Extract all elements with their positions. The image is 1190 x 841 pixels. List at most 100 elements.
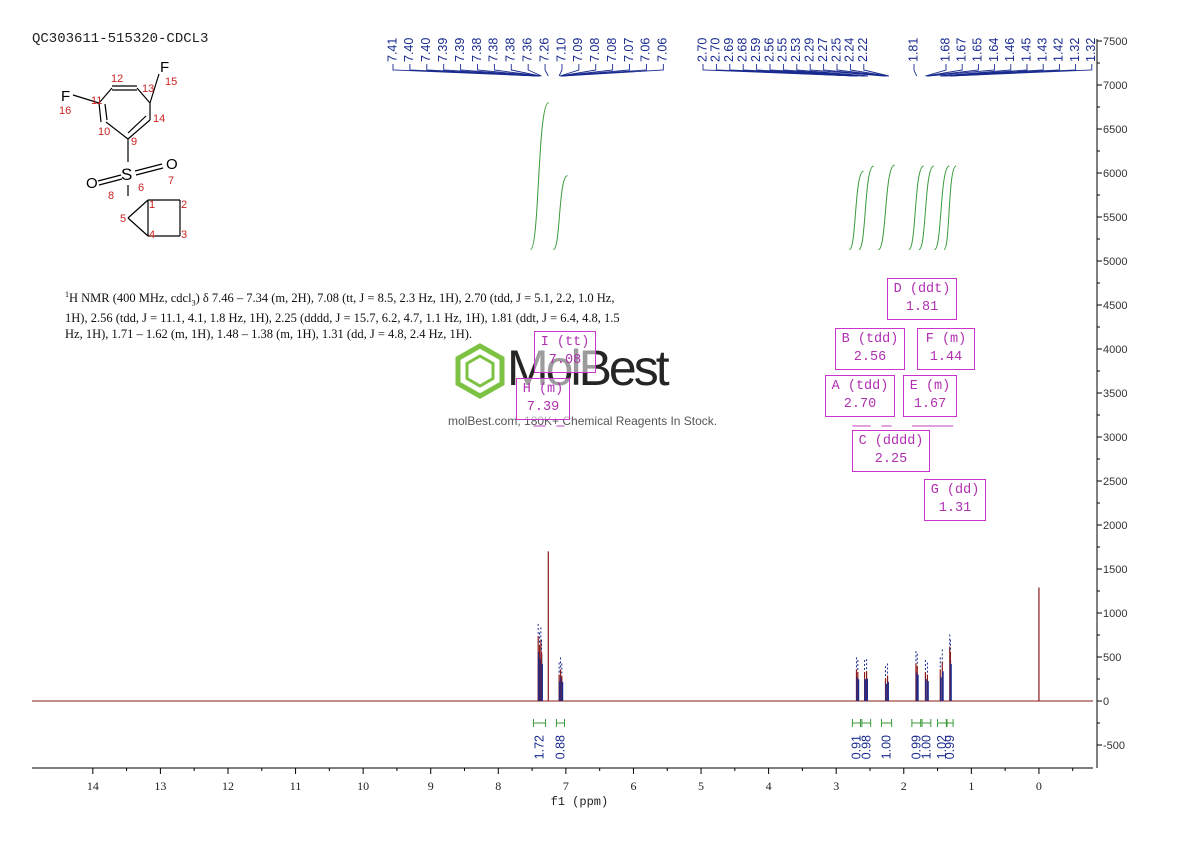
atom-number-11: 11 xyxy=(91,95,102,107)
integral-curve xyxy=(529,102,550,251)
peak-label-connector xyxy=(926,64,963,77)
multiplet-shift: 1.31 xyxy=(938,501,972,516)
sample-id-label: QC303611-515320-CDCL3 xyxy=(32,31,209,47)
integral-curve xyxy=(552,175,568,251)
multiplet-shift: 2.56 xyxy=(853,350,887,365)
atom-number-15: 15 xyxy=(165,76,177,88)
molecule-structure: F 15 F 16 S 6 O 7 O 8 1 2 3 4 5 9 10 11 … xyxy=(59,59,187,241)
atom-number-7: 7 xyxy=(168,175,174,187)
y-tick-label: 1000 xyxy=(1103,608,1127,620)
atom-oxygen-7: O xyxy=(166,156,178,173)
x-tick-label: 6 xyxy=(630,779,636,793)
y-tick-label: 6500 xyxy=(1103,124,1127,136)
integral-value-label: 1.72 xyxy=(533,735,547,759)
nmr-description-part1: H NMR (400 MHz, cdcl xyxy=(69,291,192,306)
peak-shift-label: 1.46 xyxy=(1003,38,1017,62)
hexagon-logo-icon xyxy=(455,343,505,399)
peak-label-connector xyxy=(836,64,887,77)
x-tick-label: 1 xyxy=(968,779,974,793)
multiplet-shift: 1.67 xyxy=(913,397,947,412)
y-tick-label: 3000 xyxy=(1103,432,1127,444)
peak-shift-label: 7.06 xyxy=(656,38,670,62)
peak-label-connector xyxy=(527,64,542,77)
multiplet-shift: 1.81 xyxy=(905,300,939,315)
multiplet-type: m xyxy=(934,379,943,394)
atom-number-5: 5 xyxy=(120,213,126,225)
multiplet-type: dd xyxy=(955,483,972,498)
peak-shift-label: 1.32 xyxy=(1068,38,1082,62)
y-tick-label: 500 xyxy=(1103,652,1121,664)
peak-shift-label: 1.81 xyxy=(906,38,920,62)
multiplet-shift: 7.08 xyxy=(548,353,582,368)
integral-curve xyxy=(918,165,935,251)
atom-fluorine-16: F xyxy=(61,88,70,105)
integral-curve xyxy=(878,164,896,251)
peak-shift-label: 2.68 xyxy=(735,38,749,62)
multiplet-letter: I xyxy=(540,335,549,350)
multiplet-letter: G xyxy=(930,483,939,498)
integral-curve xyxy=(943,165,957,251)
peak-shift-label: 2.69 xyxy=(722,38,736,62)
peak-shift-label: 7.07 xyxy=(622,38,636,62)
y-tick-label: 6000 xyxy=(1103,168,1127,180)
multiplet-box-H: H (m) 7.39 xyxy=(516,378,570,420)
x-axis-label: f1 (ppm) xyxy=(551,795,609,809)
peak-label-connector xyxy=(560,64,614,77)
peak-label-connector xyxy=(560,64,597,77)
peak-label-connector xyxy=(742,64,858,77)
multiplet-type: ddt xyxy=(917,282,943,297)
multiplet-type: dddd xyxy=(882,434,916,449)
peak-shift-label: 2.55 xyxy=(776,38,790,62)
plot-area: 14 13 12 11 10 9 8 7 6 5 4 3 2 1 0f1 (ppm)-50005001000… xyxy=(32,36,1127,809)
multiplet-shift: 2.25 xyxy=(874,452,908,467)
peak-label-connector xyxy=(796,64,868,77)
integral-value-label: 1.02 xyxy=(935,735,949,759)
peak-label-connector xyxy=(913,64,918,77)
integral-curve xyxy=(934,165,950,251)
x-tick-label: 13 xyxy=(154,779,166,793)
multiplet-shift: 7.39 xyxy=(526,400,560,415)
peak-label-connector xyxy=(510,64,541,77)
integral-value-label: 1.00 xyxy=(880,735,894,759)
y-tick-label: 2500 xyxy=(1103,476,1127,488)
multiplet-letter: C xyxy=(858,434,867,449)
y-tick-label: 3500 xyxy=(1103,388,1127,400)
atom-number-12: 12 xyxy=(111,73,123,85)
peak-shift-label: 2.25 xyxy=(829,38,843,62)
solvent-subscript: 3 xyxy=(191,298,196,308)
multiplet-box-E: E (m) 1.67 xyxy=(903,375,957,417)
y-tick-label: 4500 xyxy=(1103,300,1127,312)
peak-shift-label: 7.38 xyxy=(487,38,501,62)
atom-number-9: 9 xyxy=(131,136,137,148)
peak-shift-label: 7.41 xyxy=(385,38,399,62)
peak-shift-label: 1.64 xyxy=(987,38,1001,62)
integral-value-label: 0.99 xyxy=(943,735,957,759)
atom-number-16: 16 xyxy=(59,105,71,117)
peak-shift-label: 1.65 xyxy=(971,38,985,62)
peak-label-connector xyxy=(863,64,890,77)
multiplet-shift: 1.44 xyxy=(929,350,963,365)
peak-label-connector xyxy=(477,64,541,77)
peak-shift-label: 2.22 xyxy=(856,38,870,62)
x-tick-label: 0 xyxy=(1036,779,1042,793)
integral-curve xyxy=(858,165,875,251)
integral-curve xyxy=(848,170,864,251)
atom-number-6: 6 xyxy=(138,182,144,194)
peak-label-connector xyxy=(809,64,885,77)
multiplet-type: tdd xyxy=(855,379,881,394)
peak-label-connector xyxy=(493,64,541,77)
x-tick-label: 10 xyxy=(357,779,369,793)
y-tick-label: -500 xyxy=(1103,740,1125,752)
multiplet-box-A: A (tdd) 2.70 xyxy=(825,375,895,417)
multiplet-letter: A xyxy=(831,379,840,394)
peak-shift-label: 7.38 xyxy=(504,38,518,62)
multiplet-box-F: F (m) 1.44 xyxy=(917,328,975,370)
integral-curve xyxy=(908,165,925,251)
x-tick-label: 7 xyxy=(563,779,569,793)
peak-label-connector xyxy=(460,64,540,77)
peak-label-connector xyxy=(928,64,996,77)
peak-shift-label: 2.53 xyxy=(789,38,803,62)
multiplet-box-B: B (tdd) 2.56 xyxy=(835,328,905,370)
multiplet-box-G: G (dd) 1.31 xyxy=(924,479,986,521)
atom-number-4: 4 xyxy=(149,229,155,241)
